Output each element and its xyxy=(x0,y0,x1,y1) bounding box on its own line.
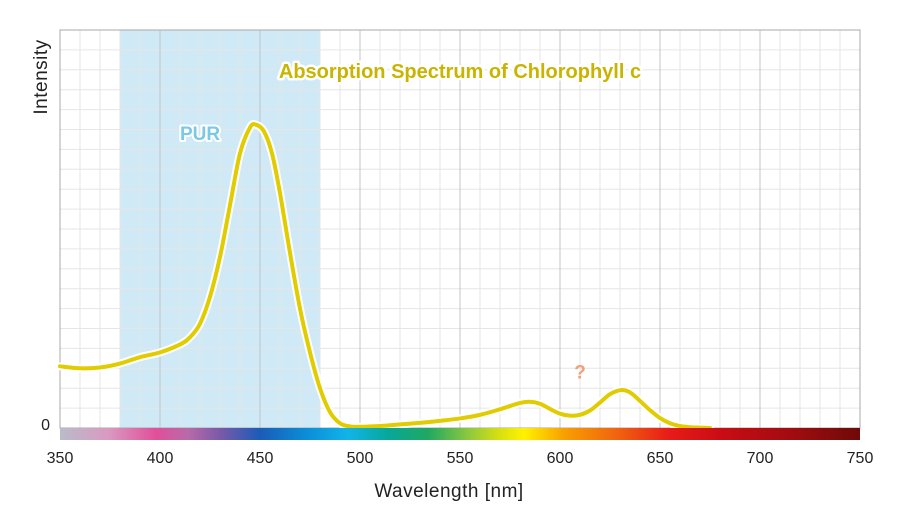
question-mark-annotation: ? xyxy=(574,362,586,383)
pur-label: PUR xyxy=(180,124,220,145)
y-axis-title: Intensity xyxy=(31,39,52,114)
x-tick-labels: 350 400 450 500 550 600 650 700 750 xyxy=(47,450,874,467)
x-tick-label-750: 750 xyxy=(847,450,874,467)
absorption-curve xyxy=(58,122,712,430)
y-tick-label-0: 0 xyxy=(41,417,50,434)
x-tick-label-350: 350 xyxy=(47,450,74,467)
spectrum-color-bar xyxy=(60,428,860,440)
x-tick-label-450: 450 xyxy=(247,450,274,467)
chart-title: Absorption Spectrum of Chlorophyll c xyxy=(279,61,641,83)
x-tick-label-500: 500 xyxy=(347,450,374,467)
x-tick-label-600: 600 xyxy=(547,450,574,467)
x-tick-label-400: 400 xyxy=(147,450,174,467)
x-tick-label-550: 550 xyxy=(447,450,474,467)
major-grid xyxy=(159,30,761,428)
x-axis-title: Wavelength [nm] xyxy=(374,481,523,502)
x-tick-label-650: 650 xyxy=(647,450,674,467)
x-tick-label-700: 700 xyxy=(747,450,774,467)
